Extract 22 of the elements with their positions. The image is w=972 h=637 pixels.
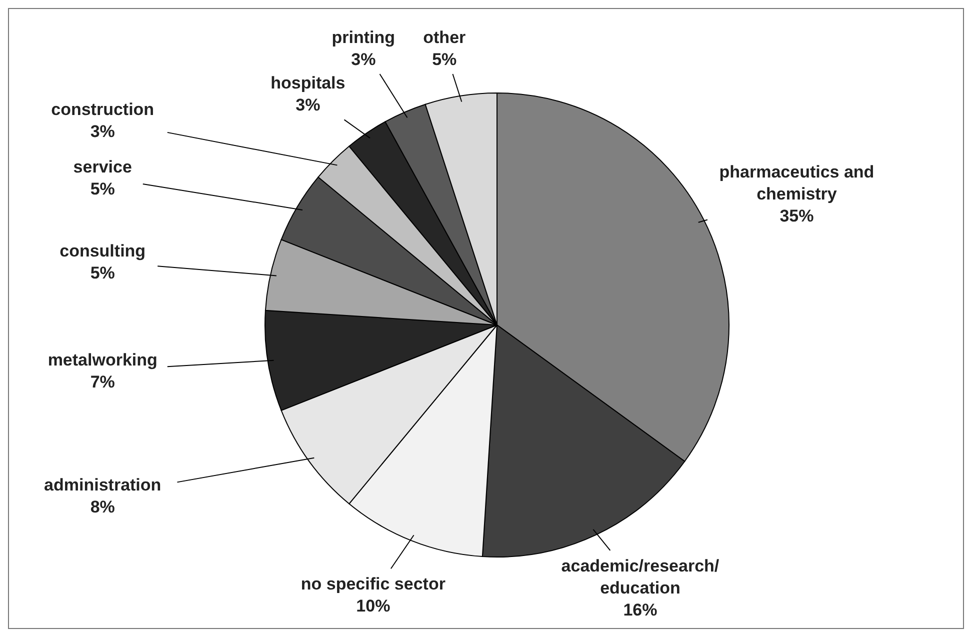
slice-label: hospitals <box>270 74 346 93</box>
data-label: 16% <box>623 600 658 620</box>
data-label: 5% <box>432 50 457 69</box>
data-label: 5% <box>90 179 115 198</box>
data-label: 3% <box>351 50 376 69</box>
data-label: 35% <box>780 206 814 226</box>
slice-label: pharmaceutics and chemistry <box>719 162 874 204</box>
slice-label: administration <box>44 475 162 494</box>
data-label: 3% <box>296 96 320 115</box>
slice-label: construction <box>51 100 154 119</box>
data-label: 10% <box>356 596 390 616</box>
slice-label: other <box>423 28 466 47</box>
slice-label: metalworking <box>48 350 158 370</box>
data-label: 3% <box>90 122 115 141</box>
data-label: 7% <box>90 372 115 392</box>
data-label: 5% <box>90 264 115 283</box>
slice-label: printing <box>332 28 396 47</box>
slice-label: no specific sector <box>300 574 446 594</box>
slice-label: service <box>73 157 132 176</box>
data-label: 8% <box>90 497 115 516</box>
slice-label: consulting <box>60 242 146 261</box>
slice-label: academic/research/education <box>561 556 720 598</box>
